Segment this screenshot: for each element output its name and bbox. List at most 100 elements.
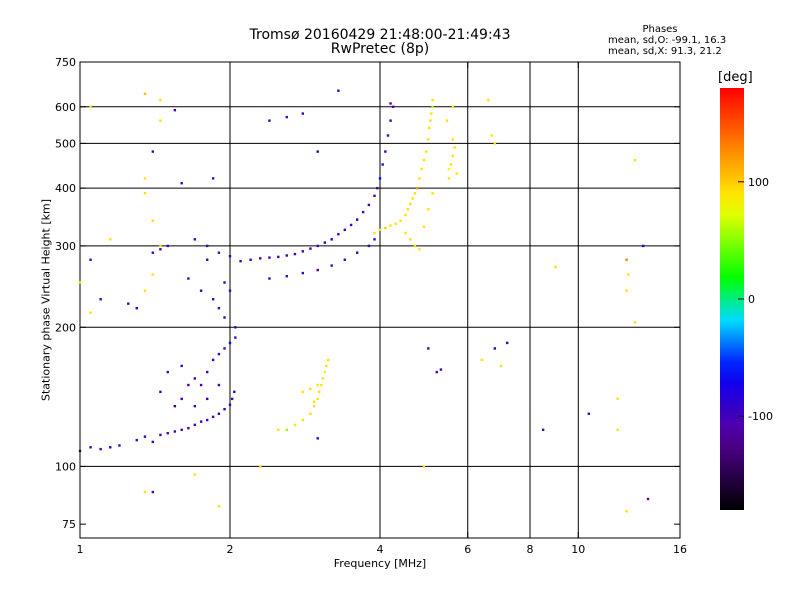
- data-point-x: [277, 428, 280, 432]
- data-point-o: [223, 281, 226, 284]
- grid-lines: [80, 62, 680, 538]
- data-point-x: [447, 177, 451, 180]
- data-point-o: [285, 254, 288, 257]
- phases-header: Phases: [642, 24, 678, 35]
- data-point-o: [316, 244, 319, 248]
- data-point-x: [143, 289, 147, 292]
- data-point-o: [211, 415, 215, 419]
- data-point-x: [413, 192, 417, 195]
- data-point-x: [451, 138, 455, 141]
- data-point-x: [480, 358, 483, 362]
- x-tick-label: 10: [571, 543, 585, 556]
- data-point-x: [616, 397, 619, 401]
- data-point-o: [187, 383, 190, 387]
- data-point-x: [285, 428, 288, 432]
- data-point-o: [301, 112, 305, 115]
- data-point-o: [135, 438, 138, 442]
- data-point-x: [413, 244, 417, 248]
- data-point-o: [193, 404, 197, 408]
- data-point-x: [409, 238, 412, 241]
- data-point-o: [386, 134, 390, 137]
- phases-o-stats: mean, sd,O: -99.1, 16.3: [608, 35, 727, 46]
- y-tick-label: 400: [55, 182, 76, 195]
- data-point-x: [317, 390, 321, 394]
- data-point-o: [376, 186, 379, 190]
- data-point-x: [451, 154, 455, 158]
- data-point-x: [309, 387, 312, 391]
- data-point-o: [193, 377, 197, 380]
- y-tick-label: 750: [55, 56, 76, 69]
- data-point-o: [378, 177, 382, 180]
- data-point-o: [166, 370, 169, 374]
- data-point-x: [499, 364, 503, 368]
- data-point-x: [389, 224, 392, 227]
- data-point-x: [411, 197, 414, 200]
- data-point-o: [217, 251, 221, 254]
- data-point-x: [159, 99, 162, 102]
- phases-x-stats: mean, sd,X: 91.3, 21.2: [608, 46, 722, 57]
- data-point-o: [159, 390, 162, 394]
- data-point-o: [205, 258, 209, 261]
- data-point-o: [173, 430, 177, 433]
- x-tick-label: 4: [377, 543, 384, 556]
- data-point-x: [431, 99, 434, 102]
- data-point-o: [211, 358, 215, 362]
- data-point-x: [418, 248, 421, 251]
- data-point-o: [337, 233, 340, 236]
- data-point-x: [447, 167, 451, 171]
- data-point-o: [391, 105, 395, 108]
- data-point-o: [89, 258, 92, 261]
- data-point-x: [301, 418, 305, 422]
- y-tick-label: 600: [55, 101, 76, 114]
- data-point-x: [378, 228, 382, 232]
- data-point-o: [277, 255, 280, 259]
- data-point-o: [646, 497, 650, 501]
- data-point-o: [211, 298, 215, 301]
- data-point-x: [633, 321, 637, 324]
- y-tick-label: 100: [55, 460, 76, 473]
- data-point-x: [312, 404, 316, 408]
- data-point-x: [422, 158, 426, 162]
- x-axis-label: Frequency [MHz]: [333, 557, 427, 570]
- data-point-o: [355, 251, 359, 254]
- x-tick-label: 1: [77, 543, 84, 556]
- data-point-o: [199, 289, 203, 292]
- data-point-x: [422, 225, 426, 228]
- data-point-o: [217, 412, 221, 415]
- data-point-o: [180, 364, 183, 368]
- data-point-o: [316, 150, 319, 153]
- data-point-x: [409, 202, 412, 206]
- data-point-x: [404, 213, 407, 217]
- data-point-o: [127, 302, 130, 305]
- data-point-o: [233, 390, 236, 394]
- data-point-x: [316, 397, 319, 401]
- data-point-o: [180, 397, 183, 401]
- data-point-o: [223, 316, 226, 319]
- data-point-x: [633, 158, 637, 162]
- data-point-o: [349, 223, 353, 227]
- data-point-o: [205, 418, 209, 422]
- colorbar-tick-label: -100: [748, 410, 773, 423]
- data-point-o: [180, 428, 183, 432]
- data-point-o: [384, 150, 387, 153]
- data-point-o: [159, 433, 162, 437]
- data-point-o: [505, 341, 509, 345]
- data-point-o: [309, 247, 312, 250]
- y-tick-label: 200: [55, 321, 76, 334]
- data-point-o: [249, 258, 252, 261]
- data-point-o: [118, 444, 121, 447]
- data-point-o: [151, 440, 155, 444]
- data-point-x: [320, 383, 323, 387]
- data-point-o: [323, 241, 327, 244]
- data-point-o: [337, 89, 340, 92]
- data-point-o: [373, 238, 376, 241]
- y-tick-label: 500: [55, 137, 76, 150]
- data-point-o: [99, 298, 102, 301]
- x-tick-label: 8: [527, 543, 534, 556]
- data-point-x: [89, 105, 92, 108]
- x-tick-label: 6: [464, 543, 471, 556]
- data-point-x: [625, 289, 628, 292]
- data-point-o: [642, 244, 645, 248]
- data-point-x: [193, 473, 197, 476]
